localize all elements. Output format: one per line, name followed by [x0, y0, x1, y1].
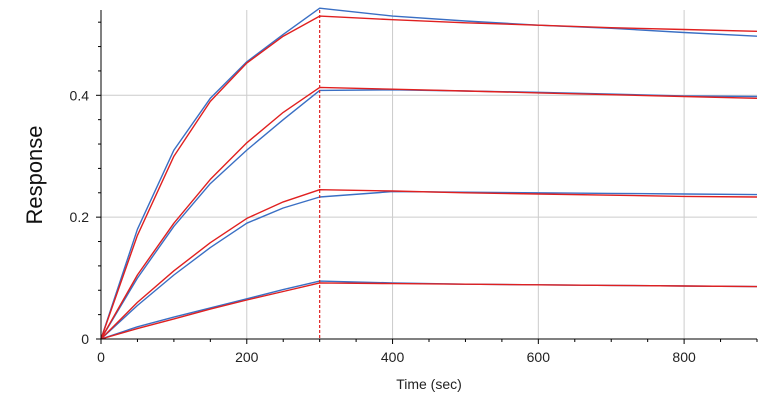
data-series	[100, 7, 758, 340]
x-axis-title: Time (sec)	[396, 376, 462, 392]
y-axis-title: Response	[22, 125, 47, 224]
x-tick-label: 0	[97, 349, 105, 365]
x-tick-label: 800	[672, 349, 696, 365]
y-tick-label: 0.2	[70, 209, 90, 225]
x-tick-label: 600	[527, 349, 551, 365]
x-tick-label: 400	[381, 349, 405, 365]
y-tick-label: 0	[81, 331, 89, 347]
x-tick-label: 200	[235, 349, 259, 365]
axes: 0 200 400 600 800 0 0.2 0.4	[70, 10, 758, 365]
fit-curve-5	[100, 188, 758, 340]
y-tick-label: 0.4	[70, 87, 90, 103]
